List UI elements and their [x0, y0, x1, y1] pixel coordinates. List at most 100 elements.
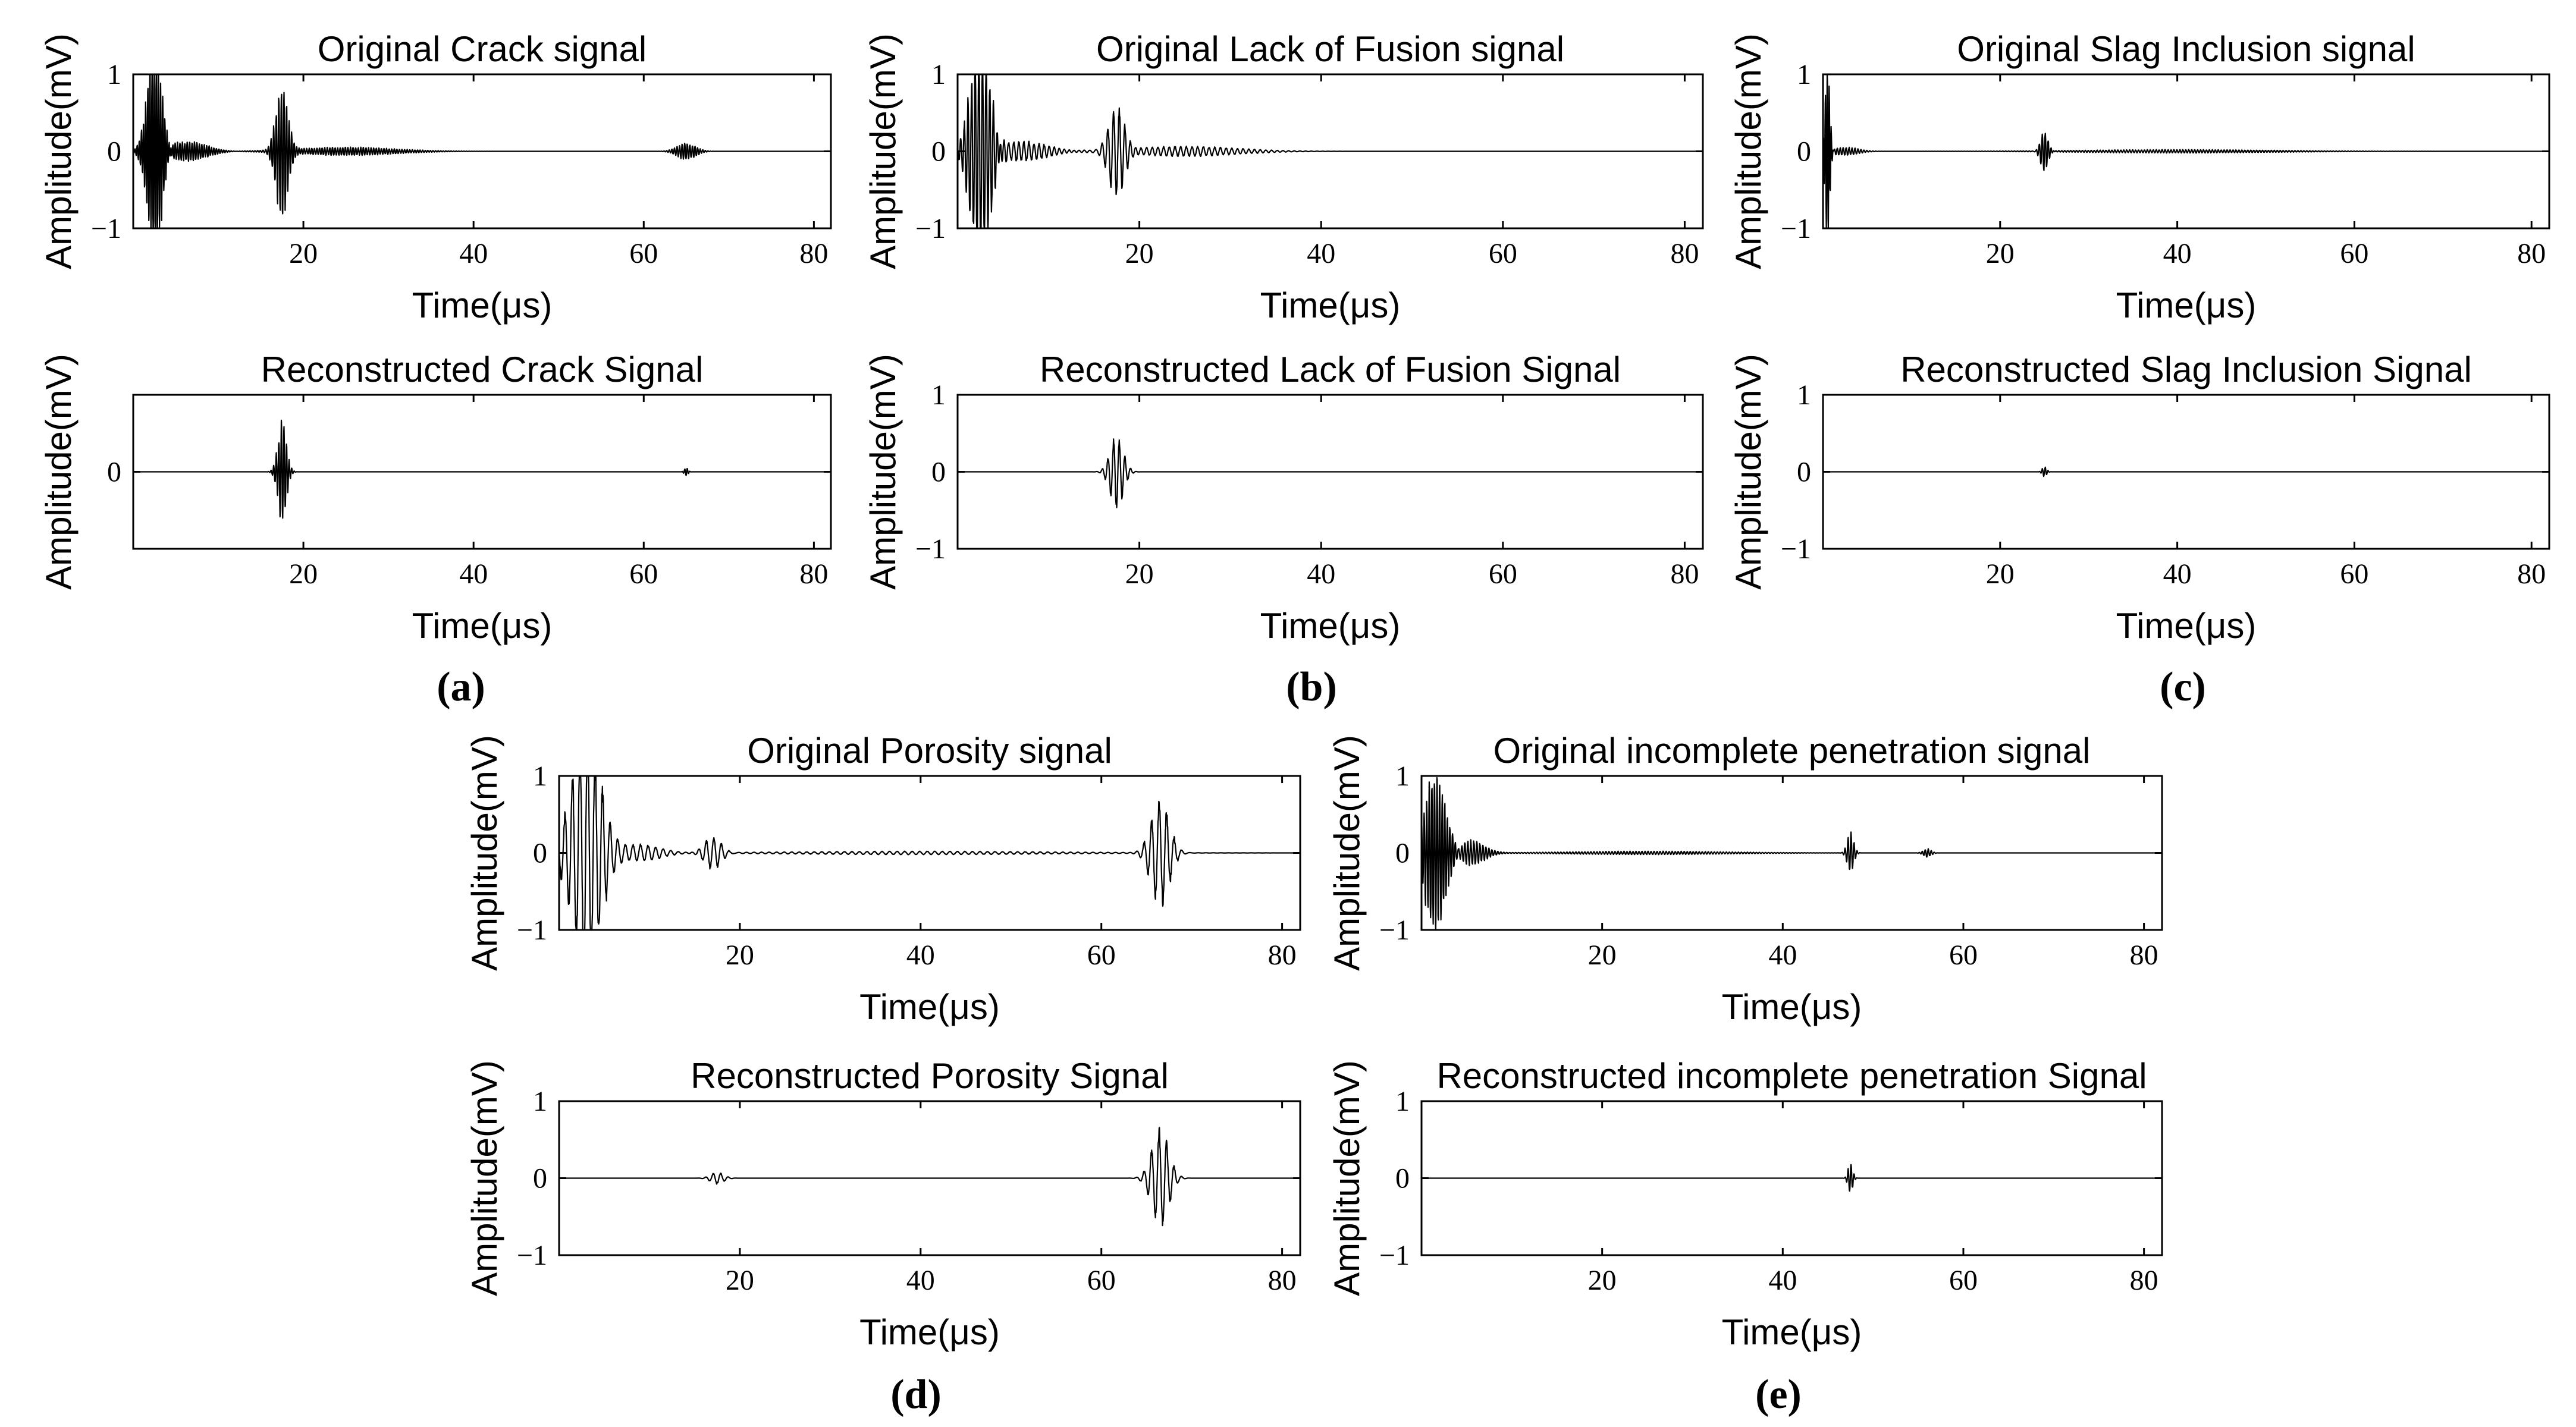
- panel-label: (e): [1755, 1372, 1802, 1417]
- y-tick-label: 1: [533, 760, 547, 792]
- signal-trace: [133, 419, 832, 519]
- x-tick-label: 80: [1268, 1265, 1297, 1296]
- y-tick-label: −1: [1781, 533, 1811, 565]
- x-tick-label: 60: [1949, 939, 1978, 971]
- x-tick-label: 80: [799, 238, 828, 269]
- x-axis-label: Time(μs): [1722, 1312, 1862, 1352]
- x-tick-label: 80: [1670, 558, 1699, 590]
- x-tick-label: 80: [1268, 939, 1297, 971]
- x-axis-label: Time(μs): [1260, 285, 1401, 325]
- x-tick-label: 60: [1087, 939, 1116, 971]
- x-tick-label: 40: [459, 558, 488, 590]
- chart-title: Original Slag Inclusion signal: [1957, 29, 2415, 69]
- y-tick-label: 0: [931, 136, 946, 168]
- x-tick-label: 40: [1768, 1265, 1797, 1296]
- panel-label: (b): [1286, 664, 1337, 710]
- x-tick-label: 20: [1986, 238, 2015, 269]
- x-axis-label: Time(μs): [1260, 606, 1401, 646]
- x-tick-label: 40: [1768, 939, 1797, 971]
- x-axis-label: Time(μs): [859, 1312, 1000, 1352]
- x-axis-label: Time(μs): [412, 606, 553, 646]
- x-tick-label: 80: [799, 558, 828, 590]
- y-axis-label: Amplitude(mV): [39, 354, 79, 590]
- y-tick-label: 0: [1797, 136, 1811, 168]
- x-tick-label: 40: [906, 939, 935, 971]
- x-tick-label: 20: [726, 939, 754, 971]
- x-tick-label: 20: [1588, 1265, 1617, 1296]
- signal-trace: [956, 73, 1703, 230]
- signal-trace: [1420, 777, 2163, 931]
- chart-title: Reconstructed Slag Inclusion Signal: [1900, 350, 2472, 389]
- y-axis-label: Amplitude(mV): [1728, 354, 1768, 590]
- x-tick-label: 20: [289, 558, 318, 590]
- x-tick-label: 40: [906, 1265, 935, 1296]
- x-tick-label: 40: [2163, 238, 2192, 269]
- x-tick-label: 80: [2130, 1265, 2158, 1296]
- y-tick-label: −1: [91, 213, 121, 244]
- x-axis-label: Time(μs): [2116, 606, 2257, 646]
- x-tick-label: 20: [289, 238, 318, 269]
- y-axis-label: Amplitude(mV): [863, 354, 903, 590]
- chart-title: Original incomplete penetration signal: [1493, 731, 2091, 771]
- x-tick-label: 80: [1670, 238, 1699, 269]
- signal-trace: [1822, 466, 2550, 477]
- y-tick-label: −1: [915, 213, 946, 244]
- chart-title: Reconstructed Crack Signal: [261, 350, 704, 389]
- x-tick-label: 80: [2517, 238, 2546, 269]
- y-tick-label: 1: [1797, 379, 1811, 411]
- y-tick-label: 0: [1395, 838, 1410, 869]
- y-tick-label: 1: [931, 59, 946, 90]
- x-tick-label: 20: [1125, 238, 1154, 269]
- y-tick-label: 0: [107, 457, 121, 488]
- y-axis-label: Amplitude(mV): [1327, 1060, 1367, 1296]
- x-tick-label: 60: [1949, 1265, 1978, 1296]
- x-tick-label: 20: [726, 1265, 754, 1296]
- x-tick-label: 40: [1307, 238, 1335, 269]
- y-tick-label: 0: [1797, 457, 1811, 488]
- x-tick-label: 20: [1986, 558, 2015, 590]
- y-axis-label: Amplitude(mV): [39, 33, 79, 269]
- y-tick-label: 0: [931, 457, 946, 488]
- y-tick-label: 1: [1797, 59, 1811, 90]
- chart-title: Reconstructed Lack of Fusion Signal: [1040, 350, 1621, 389]
- y-tick-label: 1: [1395, 1086, 1410, 1117]
- y-tick-label: 0: [1395, 1163, 1410, 1195]
- x-tick-label: 60: [629, 558, 658, 590]
- x-tick-label: 60: [1489, 238, 1517, 269]
- chart-title: Original Porosity signal: [747, 731, 1112, 771]
- x-tick-label: 40: [1307, 558, 1335, 590]
- panel-label: (a): [437, 664, 485, 710]
- chart-title: Reconstructed incomplete penetration Sig…: [1436, 1056, 2147, 1096]
- chart-title: Original Crack signal: [318, 29, 647, 69]
- x-tick-label: 60: [2340, 558, 2368, 590]
- y-tick-label: −1: [1379, 1240, 1410, 1271]
- y-axis-label: Amplitude(mV): [465, 1060, 504, 1296]
- x-tick-label: 20: [1588, 939, 1617, 971]
- x-tick-label: 20: [1125, 558, 1154, 590]
- y-tick-label: −1: [1781, 213, 1811, 244]
- x-axis-label: Time(μs): [1722, 987, 1862, 1027]
- x-axis-label: Time(μs): [2116, 285, 2257, 325]
- y-axis-label: Amplitude(mV): [1327, 735, 1367, 971]
- y-axis-label: Amplitude(mV): [863, 33, 903, 269]
- y-tick-label: 0: [533, 1163, 547, 1195]
- y-tick-label: 1: [107, 59, 121, 90]
- signal-trace: [558, 775, 1301, 931]
- y-tick-label: 0: [107, 136, 121, 168]
- y-tick-label: −1: [915, 533, 946, 565]
- x-tick-label: 60: [1489, 558, 1517, 590]
- signal-trace: [559, 1127, 1301, 1227]
- signal-trace: [1822, 73, 2550, 230]
- y-tick-label: −1: [517, 914, 547, 946]
- y-tick-label: −1: [517, 1240, 547, 1271]
- signal-trace: [957, 438, 1703, 508]
- x-tick-label: 60: [629, 238, 658, 269]
- y-tick-label: 0: [533, 838, 547, 869]
- y-axis-label: Amplitude(mV): [1728, 33, 1768, 269]
- y-tick-label: 1: [533, 1086, 547, 1117]
- y-tick-label: 1: [931, 379, 946, 411]
- panel-label: (d): [890, 1372, 942, 1417]
- x-tick-label: 60: [2340, 238, 2368, 269]
- x-tick-label: 40: [459, 238, 488, 269]
